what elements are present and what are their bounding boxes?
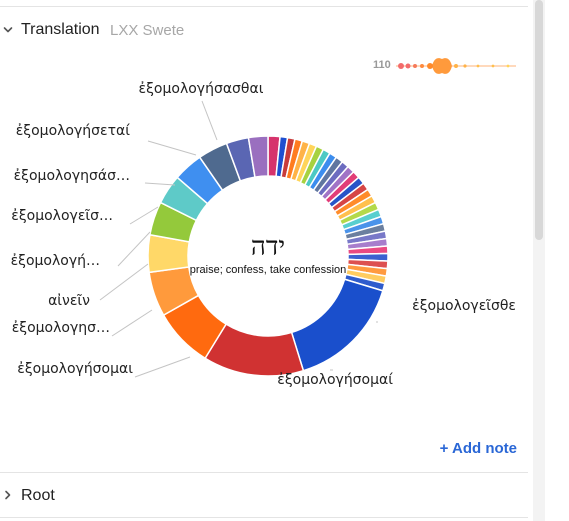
slice-leader-line <box>129 206 159 225</box>
slice-label[interactable]: ἐξομολογεῖσ… <box>11 208 113 224</box>
donut-hole <box>188 176 348 336</box>
center-word: ידה <box>251 232 285 262</box>
distribution-count-label: 110 <box>373 59 391 71</box>
outer-scrollbar[interactable] <box>548 0 569 521</box>
scrollbar-thumb[interactable] <box>535 0 543 240</box>
bottom-divider <box>0 517 528 518</box>
root-section-header[interactable]: Root <box>0 481 528 511</box>
top-divider <box>0 6 528 7</box>
slice-leader-line <box>99 263 149 301</box>
slice-label[interactable]: ἐξομολογή… <box>11 253 100 269</box>
distribution-sparkline <box>396 58 516 74</box>
slice-label[interactable]: ἐξομολογησάσ… <box>14 168 130 184</box>
slice-label[interactable]: ἐξομολογήσεταί <box>16 123 131 139</box>
translation-source-label[interactable]: LXX Swete <box>110 21 185 39</box>
slice-leader-line <box>117 231 151 267</box>
slice-label[interactable]: αἰνεῖν <box>48 293 90 309</box>
slice-leader-line <box>201 100 218 141</box>
translation-panel: Translation LXX Swete 110 ἐξομολογεῖσθε ἐ… <box>0 6 528 518</box>
slice-label[interactable]: ἐξομολογήσασθαι <box>139 81 264 97</box>
slice-label[interactable]: ἐξομολογήσομαι <box>17 361 133 377</box>
slice-leader-line <box>147 140 197 156</box>
chevron-down-icon[interactable] <box>2 24 14 36</box>
slice-label[interactable]: ἐξομολογησ… <box>12 320 110 336</box>
slice-label[interactable]: ἐξομολογεῖσθε <box>412 298 516 314</box>
add-note-button[interactable]: + Add note <box>439 440 517 457</box>
root-section-title: Root <box>21 487 55 504</box>
center-gloss: praise; confess, take confession <box>190 264 347 276</box>
translation-section-header[interactable]: Translation LXX Swete <box>0 15 528 45</box>
translation-section-title: Translation <box>21 21 100 38</box>
slice-leader-line <box>134 356 191 378</box>
slice-label[interactable]: ἐξομολογήσομαί <box>277 372 393 388</box>
slice-leader-line <box>144 182 176 186</box>
chevron-right-icon[interactable] <box>2 489 14 501</box>
slice-leader-line <box>111 309 153 337</box>
translation-donut-chart: ἐξομολογεῖσθε ἐξομολογήσομαί ἐξομολογήσομα… <box>11 81 516 388</box>
middle-divider <box>0 472 528 473</box>
